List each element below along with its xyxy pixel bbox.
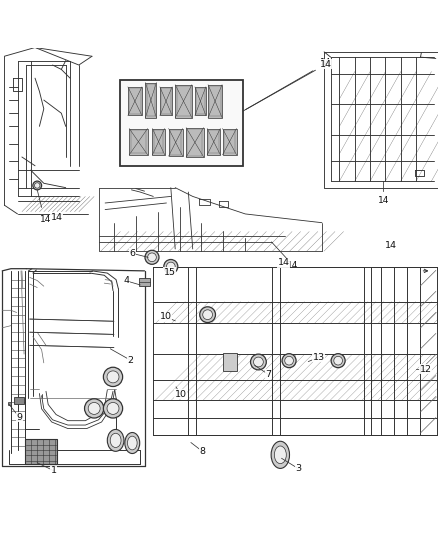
Circle shape <box>331 354 345 368</box>
Text: 3: 3 <box>296 464 302 473</box>
Circle shape <box>251 354 266 370</box>
Circle shape <box>33 181 42 190</box>
Bar <box>129 128 148 155</box>
Text: 14: 14 <box>320 58 331 67</box>
Circle shape <box>88 402 100 414</box>
Bar <box>147 84 155 116</box>
Ellipse shape <box>127 436 137 450</box>
Bar <box>152 128 165 155</box>
Circle shape <box>164 260 178 273</box>
Text: 8: 8 <box>199 447 205 456</box>
Text: 1: 1 <box>50 466 57 475</box>
Circle shape <box>203 310 212 320</box>
Text: 2: 2 <box>127 356 134 365</box>
Circle shape <box>254 357 263 367</box>
Text: 14: 14 <box>40 215 52 224</box>
Bar <box>195 87 206 115</box>
Bar <box>139 278 150 286</box>
Bar <box>161 88 171 114</box>
Circle shape <box>107 371 119 383</box>
Bar <box>223 128 237 155</box>
Circle shape <box>85 399 104 418</box>
Text: 14: 14 <box>320 60 332 69</box>
Text: 14: 14 <box>287 261 298 270</box>
Bar <box>196 88 205 114</box>
Circle shape <box>107 402 119 414</box>
Circle shape <box>103 399 123 418</box>
Circle shape <box>148 253 156 262</box>
Text: 4: 4 <box>124 277 130 286</box>
Text: 7: 7 <box>265 370 271 379</box>
Text: 13: 13 <box>313 353 325 362</box>
Bar <box>209 86 221 116</box>
Ellipse shape <box>271 441 290 469</box>
Text: 6: 6 <box>129 249 135 258</box>
Bar <box>131 130 146 154</box>
Text: 12: 12 <box>420 365 432 374</box>
Circle shape <box>334 357 343 365</box>
Bar <box>169 128 183 156</box>
Text: 9: 9 <box>16 413 22 422</box>
Bar <box>207 128 220 155</box>
Text: 14: 14 <box>378 196 389 205</box>
Bar <box>223 353 237 371</box>
Bar <box>129 88 141 114</box>
Circle shape <box>285 357 293 365</box>
Bar <box>120 80 243 166</box>
Text: 14: 14 <box>385 241 397 250</box>
Bar <box>154 130 163 154</box>
Circle shape <box>145 251 159 264</box>
Bar <box>187 129 202 156</box>
Text: 10: 10 <box>159 312 172 321</box>
Circle shape <box>35 183 40 188</box>
Bar <box>25 439 57 464</box>
Bar <box>177 86 191 116</box>
Bar <box>14 397 24 405</box>
Ellipse shape <box>125 432 140 454</box>
Bar <box>8 402 11 405</box>
Bar <box>175 85 192 118</box>
Bar <box>128 87 142 115</box>
Bar <box>145 83 156 118</box>
Bar <box>208 130 219 154</box>
Bar <box>186 128 204 157</box>
Text: 15: 15 <box>164 268 176 277</box>
Circle shape <box>200 307 215 322</box>
Circle shape <box>103 367 123 386</box>
Bar <box>160 87 172 115</box>
Bar <box>224 130 235 154</box>
Ellipse shape <box>110 433 121 448</box>
Circle shape <box>282 354 296 368</box>
Bar <box>170 130 181 155</box>
Text: 14: 14 <box>51 213 63 222</box>
Circle shape <box>166 262 175 271</box>
Bar <box>208 85 222 118</box>
Text: 14: 14 <box>278 259 290 268</box>
Ellipse shape <box>274 446 286 464</box>
Ellipse shape <box>107 430 124 451</box>
Text: 10: 10 <box>174 390 187 399</box>
